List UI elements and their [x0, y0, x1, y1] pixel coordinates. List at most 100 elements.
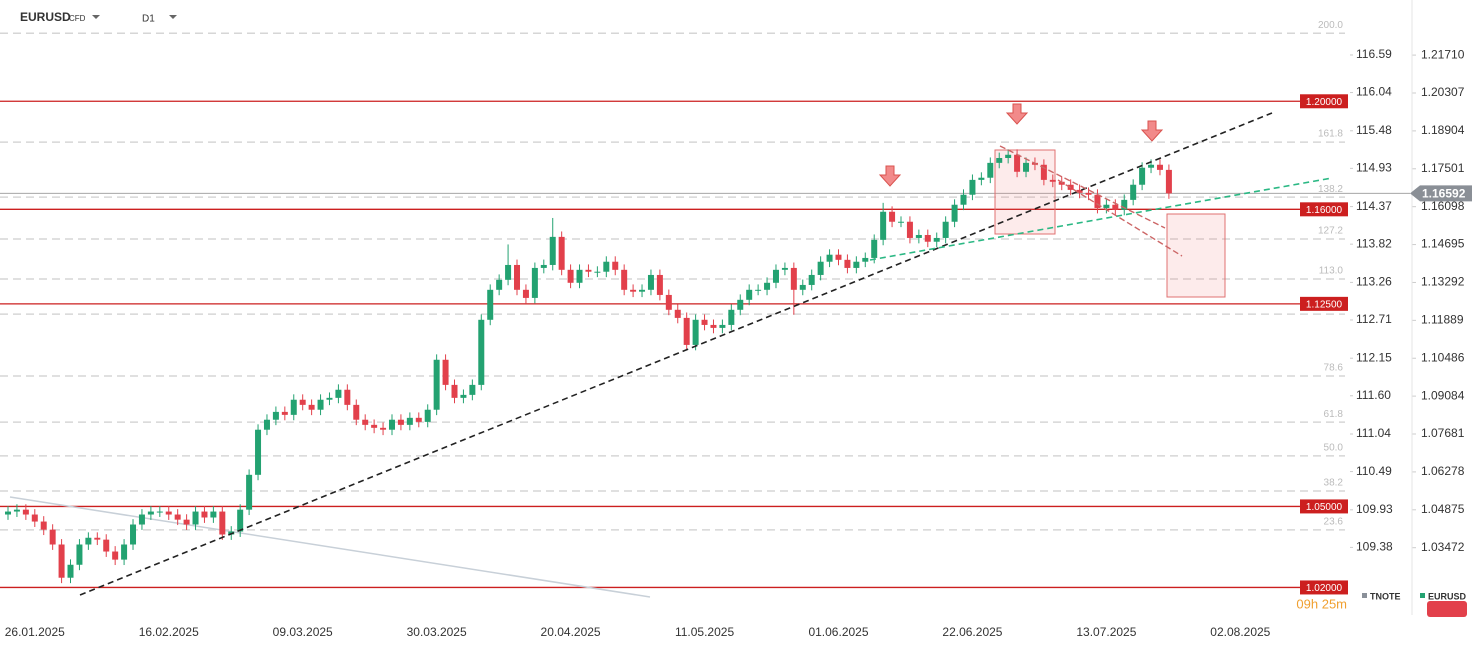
- candle-body: [665, 294, 672, 310]
- candle-body: [22, 509, 29, 515]
- candle-body: [67, 564, 74, 578]
- channel-line: [1057, 179, 1183, 257]
- candle-body: [335, 389, 342, 398]
- y2-tick-label: 114.93: [1356, 161, 1392, 175]
- interval[interactable]: D1: [142, 14, 155, 25]
- candle-body: [1005, 154, 1012, 159]
- fib-label: 78.6: [1324, 363, 1344, 374]
- candle-body: [31, 514, 38, 522]
- candle-body: [755, 289, 762, 291]
- fib-label: 23.6: [1324, 517, 1344, 528]
- candle-body: [1130, 184, 1137, 200]
- candle-body: [1040, 164, 1047, 180]
- x-tick-label: 30.03.2025: [407, 625, 467, 639]
- candle-body: [362, 419, 369, 425]
- countdown: 09h 25m: [1296, 596, 1347, 611]
- candle-body: [746, 289, 753, 300]
- y-tick-label: 1.03472: [1421, 540, 1465, 554]
- candle-body: [317, 399, 324, 410]
- arrow: [1140, 120, 1164, 142]
- y2-tick-label: 113.26: [1356, 275, 1392, 289]
- candle-body: [281, 411, 288, 415]
- level-label: 1.12500: [1306, 299, 1343, 310]
- candle-body: [844, 259, 851, 268]
- candle-body: [621, 269, 628, 290]
- candle-body: [933, 237, 940, 242]
- candle-body: [701, 319, 708, 325]
- y2-tick-label: 112.71: [1356, 312, 1392, 326]
- candle-body: [540, 264, 547, 268]
- level-label: 1.05000: [1306, 502, 1343, 513]
- candle-body: [85, 537, 92, 545]
- candle-body: [219, 511, 226, 535]
- candle-body: [880, 211, 887, 240]
- candle-body: [835, 254, 842, 260]
- y-tick-label: 1.09084: [1421, 388, 1465, 402]
- candle-body: [772, 269, 779, 283]
- level-label: 1.20000: [1306, 97, 1343, 108]
- candle-body: [272, 411, 279, 420]
- candle-body: [451, 384, 458, 398]
- x-tick-label: 26.01.2025: [5, 625, 65, 639]
- candle-body: [397, 419, 404, 425]
- y2-tick-label: 112.15: [1356, 350, 1392, 364]
- candle-body: [192, 511, 199, 525]
- fib-label: 127.2: [1318, 226, 1343, 237]
- candle-body: [799, 284, 806, 290]
- candle-body: [505, 264, 512, 280]
- candle-body: [978, 177, 985, 180]
- candle-body: [1014, 154, 1021, 172]
- candle-body: [1085, 192, 1092, 195]
- candle-body: [853, 261, 860, 268]
- candle-body: [156, 511, 163, 513]
- candle-body: [1023, 162, 1030, 172]
- candle-body: [183, 519, 190, 525]
- candle-body: [49, 529, 56, 545]
- candle-body: [1112, 204, 1119, 210]
- candle-body: [1121, 199, 1128, 210]
- candle-body: [263, 419, 270, 430]
- candle-body: [603, 261, 610, 272]
- candle-body: [817, 261, 824, 275]
- candle-body: [201, 511, 208, 518]
- dropdown-icon[interactable]: [92, 15, 100, 19]
- x-tick-label: 02.08.2025: [1210, 625, 1270, 639]
- y-tick-label: 1.10486: [1421, 350, 1465, 364]
- candle-body: [1094, 194, 1101, 208]
- candle-body: [1139, 167, 1146, 185]
- candle-body: [130, 524, 137, 545]
- button[interactable]: [1427, 601, 1467, 617]
- candle-body: [344, 389, 351, 405]
- candle-body: [987, 162, 994, 178]
- candle-body: [353, 404, 360, 420]
- symbol[interactable]: EURUSD: [20, 10, 71, 24]
- candle-body: [487, 289, 494, 320]
- candle-body: [647, 274, 654, 290]
- trend-line: [869, 177, 1333, 261]
- dropdown-icon[interactable]: [169, 15, 177, 19]
- candle-body: [826, 254, 833, 262]
- fib-label: 50.0: [1324, 443, 1344, 454]
- y2-tick-label: 113.82: [1356, 236, 1392, 250]
- candle-body: [683, 317, 690, 345]
- candle-body: [719, 324, 726, 328]
- fib-label: 61.8: [1324, 409, 1344, 420]
- candle-body: [1058, 181, 1065, 185]
- axes: EURUSD CFD D1 1.20000 1.16000 1.12500 1.050…: [5, 0, 1472, 639]
- y-tick-label: 1.16098: [1421, 199, 1465, 213]
- candle-body: [889, 211, 896, 222]
- last-price-label: 1.16592: [1422, 187, 1466, 201]
- candle-body: [1076, 189, 1083, 193]
- level-tag: [1300, 580, 1348, 595]
- zone-box: [994, 149, 1056, 235]
- candle-body: [781, 267, 788, 270]
- candle-body: [1156, 164, 1163, 170]
- zone-box: [1166, 213, 1226, 298]
- candle-body: [433, 359, 440, 410]
- candle-body: [121, 544, 128, 560]
- candle-body: [299, 399, 306, 405]
- candle-body: [862, 257, 869, 262]
